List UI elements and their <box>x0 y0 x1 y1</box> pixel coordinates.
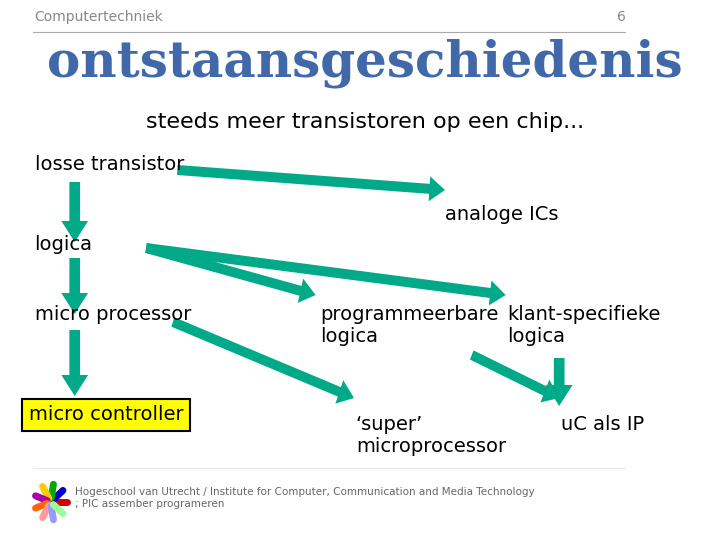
Text: klant-specifieke
logica: klant-specifieke logica <box>508 305 661 346</box>
Text: 6: 6 <box>617 10 626 24</box>
Text: ontstaansgeschiedenis: ontstaansgeschiedenis <box>47 38 683 87</box>
Text: analoge ICs: analoge ICs <box>445 205 559 224</box>
Text: micro controller: micro controller <box>29 406 184 424</box>
Text: Hogeschool van Utrecht / Institute for Computer, Communication and Media Technol: Hogeschool van Utrecht / Institute for C… <box>75 487 534 509</box>
Polygon shape <box>145 243 505 306</box>
Polygon shape <box>61 258 88 314</box>
Text: ‘super’
microprocessor: ‘super’ microprocessor <box>356 415 506 456</box>
Text: programmeerbare
logica: programmeerbare logica <box>320 305 498 346</box>
Polygon shape <box>61 330 88 396</box>
Polygon shape <box>546 358 572 406</box>
Polygon shape <box>177 165 445 201</box>
Text: Computertechniek: Computertechniek <box>35 10 163 24</box>
Text: logica: logica <box>35 235 93 254</box>
Polygon shape <box>171 318 354 403</box>
Text: micro processor: micro processor <box>35 305 191 324</box>
Polygon shape <box>470 350 559 402</box>
Text: steeds meer transistoren op een chip...: steeds meer transistoren op een chip... <box>145 112 584 132</box>
Polygon shape <box>61 182 88 242</box>
Text: losse transistor: losse transistor <box>35 155 184 174</box>
Text: uC als IP: uC als IP <box>561 415 644 434</box>
Polygon shape <box>145 243 315 303</box>
